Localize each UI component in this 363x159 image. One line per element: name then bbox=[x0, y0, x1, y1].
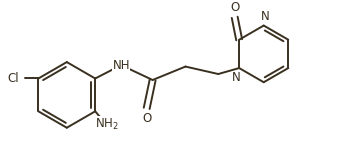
Text: NH$_2$: NH$_2$ bbox=[94, 116, 118, 131]
Text: O: O bbox=[230, 1, 239, 14]
Text: N: N bbox=[232, 71, 241, 84]
Text: NH: NH bbox=[113, 59, 130, 72]
Text: O: O bbox=[142, 111, 151, 124]
Text: N: N bbox=[261, 10, 270, 23]
Text: Cl: Cl bbox=[7, 72, 19, 85]
